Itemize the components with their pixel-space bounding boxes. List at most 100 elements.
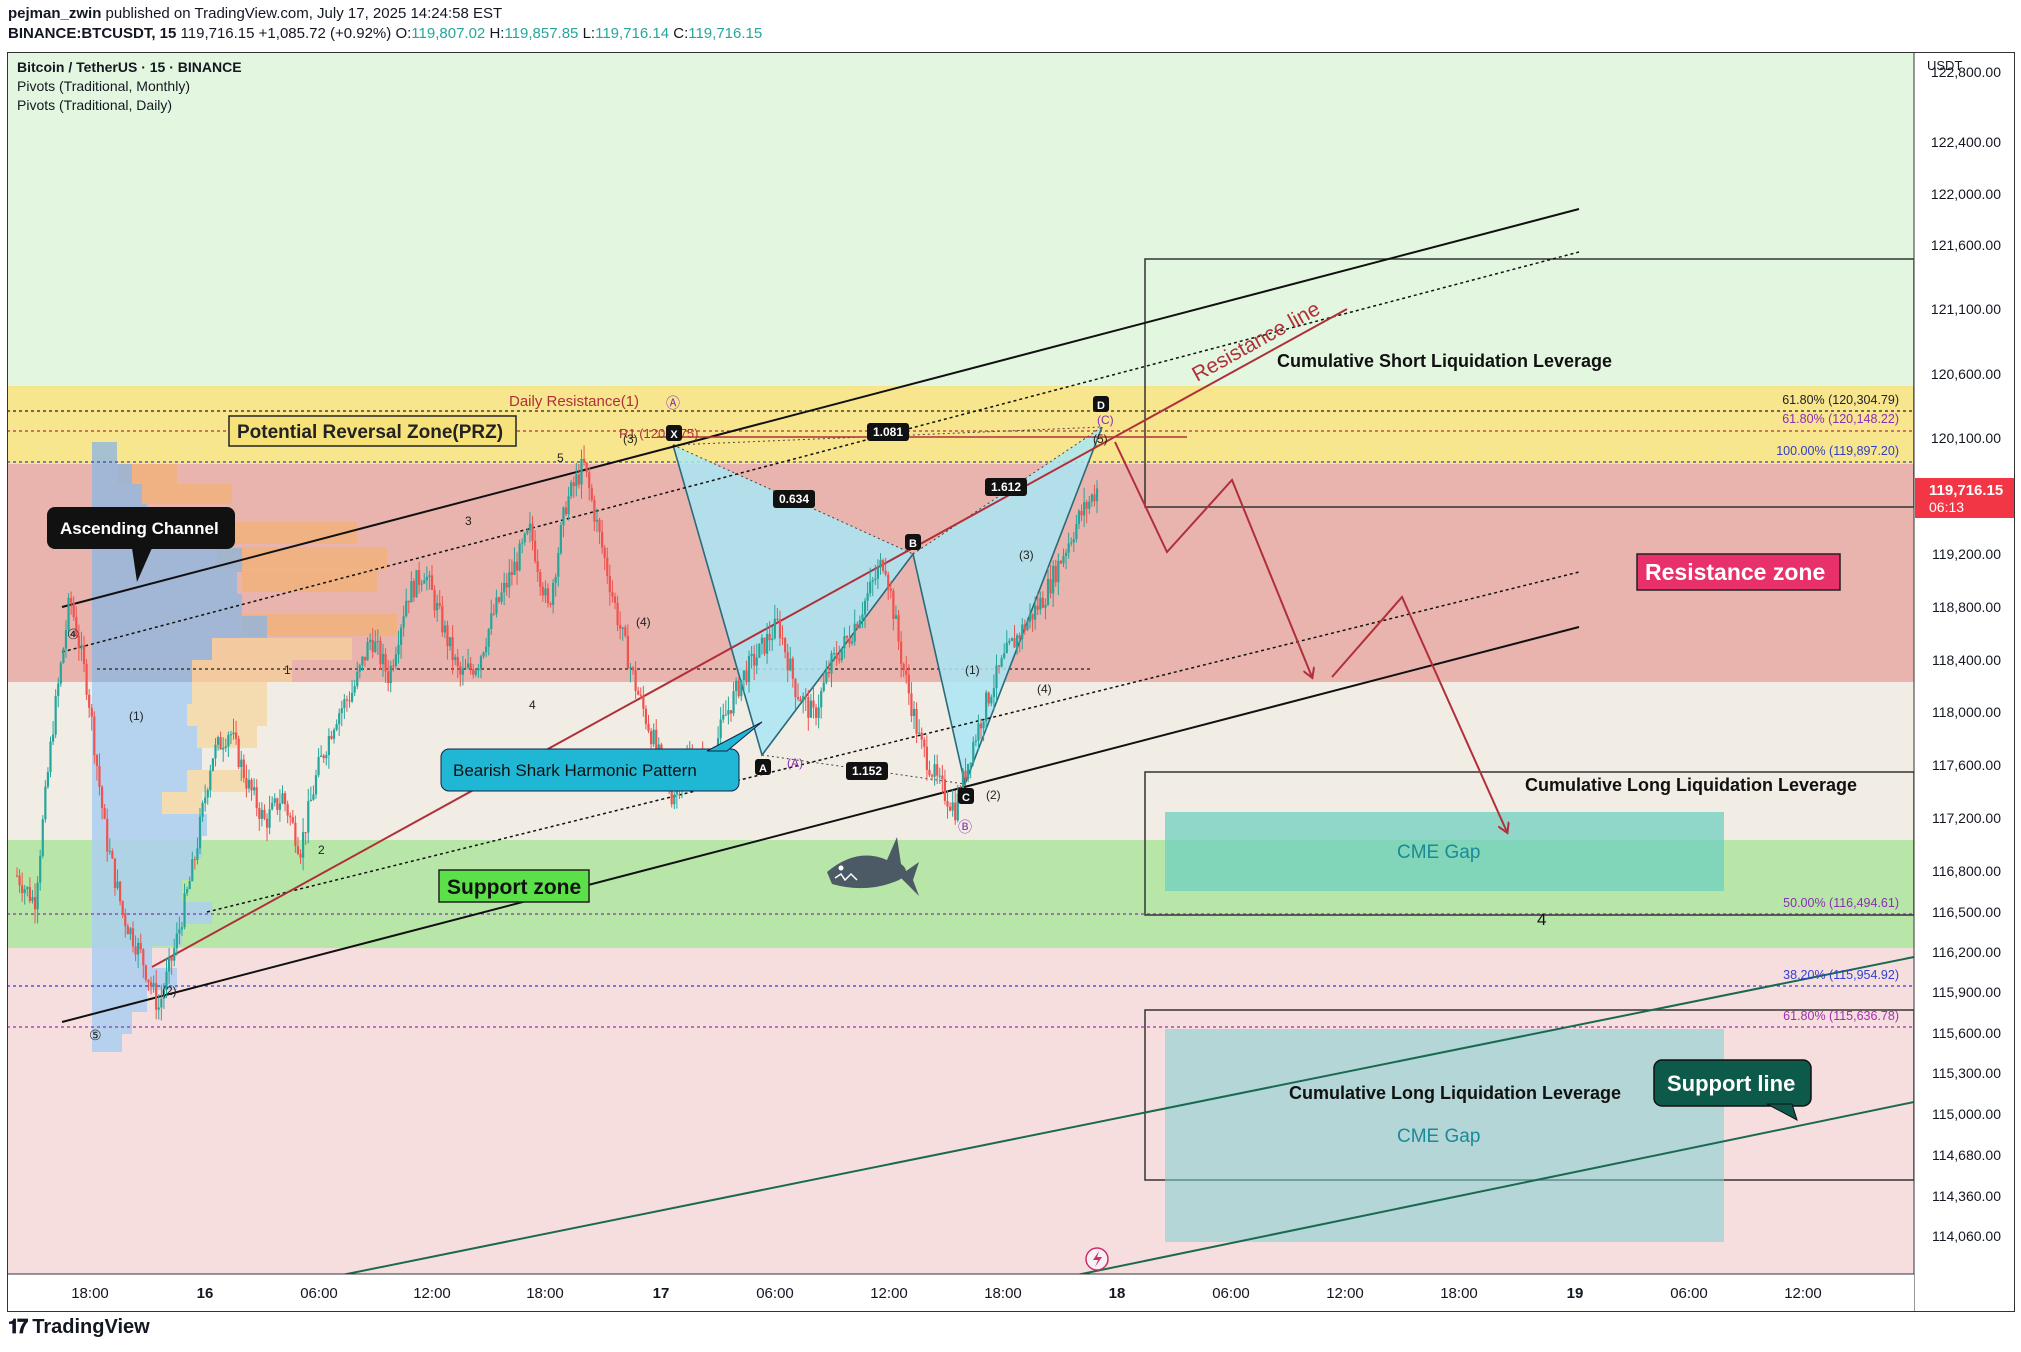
- shark-pattern-callout[interactable]: Bearish Shark Harmonic Pattern: [440, 721, 763, 792]
- candle[interactable]: [134, 935, 137, 962]
- candle[interactable]: [366, 637, 369, 661]
- candle[interactable]: [376, 629, 379, 655]
- candle[interactable]: [920, 727, 923, 749]
- candle[interactable]: [222, 737, 225, 762]
- candle[interactable]: [119, 880, 122, 906]
- candle[interactable]: [356, 661, 359, 690]
- candle[interactable]: [80, 631, 83, 661]
- candle[interactable]: [67, 593, 70, 637]
- candle[interactable]: [209, 764, 212, 798]
- candle[interactable]: [881, 558, 885, 574]
- candle[interactable]: [186, 886, 189, 897]
- candle[interactable]: [590, 483, 593, 503]
- candle[interactable]: [964, 758, 967, 786]
- candle[interactable]: [1021, 618, 1024, 650]
- candle[interactable]: [304, 832, 307, 845]
- candle[interactable]: [807, 689, 810, 731]
- candle[interactable]: [902, 662, 905, 677]
- candle[interactable]: [116, 869, 119, 891]
- candle[interactable]: [1093, 484, 1096, 507]
- candle[interactable]: [126, 923, 129, 935]
- candle[interactable]: [314, 769, 318, 799]
- candle[interactable]: [232, 718, 235, 740]
- candle[interactable]: [892, 588, 895, 631]
- candle[interactable]: [464, 659, 467, 669]
- candle[interactable]: [466, 648, 470, 670]
- candle[interactable]: [1000, 655, 1003, 668]
- candle[interactable]: [312, 785, 315, 801]
- candle[interactable]: [28, 877, 31, 904]
- candle[interactable]: [206, 787, 209, 805]
- candle[interactable]: [575, 462, 578, 497]
- candle[interactable]: [1005, 630, 1008, 654]
- candle[interactable]: [451, 625, 454, 675]
- candle[interactable]: [856, 621, 859, 630]
- candle[interactable]: [1044, 598, 1047, 620]
- candle[interactable]: [804, 688, 807, 712]
- candle[interactable]: [389, 660, 392, 693]
- candle[interactable]: [379, 636, 382, 670]
- candle[interactable]: [946, 790, 949, 819]
- candle[interactable]: [621, 626, 624, 641]
- candle[interactable]: [425, 566, 428, 591]
- candle[interactable]: [144, 964, 147, 983]
- candle[interactable]: [869, 567, 872, 597]
- candle[interactable]: [843, 627, 846, 659]
- candle[interactable]: [933, 754, 936, 786]
- candle[interactable]: [255, 779, 258, 817]
- candle[interactable]: [644, 705, 648, 730]
- candle[interactable]: [794, 677, 797, 709]
- candle[interactable]: [294, 815, 297, 853]
- candle[interactable]: [157, 994, 160, 1020]
- candle[interactable]: [183, 883, 186, 930]
- candle[interactable]: [791, 656, 794, 688]
- candle[interactable]: [281, 785, 284, 805]
- candle[interactable]: [129, 927, 132, 941]
- candle[interactable]: [673, 791, 676, 810]
- candle[interactable]: [1015, 633, 1019, 655]
- candle[interactable]: [392, 659, 395, 672]
- candle[interactable]: [812, 687, 815, 719]
- candle[interactable]: [557, 547, 560, 587]
- candle[interactable]: [570, 479, 573, 499]
- candle[interactable]: [564, 501, 568, 516]
- candle[interactable]: [1031, 613, 1034, 632]
- legend-indicator-2[interactable]: Pivots (Traditional, Daily): [17, 97, 172, 113]
- candle[interactable]: [399, 624, 403, 659]
- candle[interactable]: [265, 813, 269, 842]
- candle[interactable]: [430, 565, 434, 591]
- candle[interactable]: [655, 719, 658, 753]
- candle[interactable]: [369, 633, 372, 651]
- candle[interactable]: [353, 680, 356, 697]
- candle[interactable]: [956, 784, 959, 823]
- candle[interactable]: [188, 876, 191, 890]
- candle[interactable]: [817, 694, 820, 729]
- candle[interactable]: [1077, 509, 1081, 530]
- candle[interactable]: [732, 681, 735, 717]
- candle[interactable]: [974, 734, 977, 747]
- candle[interactable]: [325, 751, 328, 766]
- candle[interactable]: [345, 695, 349, 712]
- channel-lower-dotted[interactable]: [206, 571, 1580, 913]
- candle[interactable]: [21, 872, 24, 902]
- candle[interactable]: [77, 624, 80, 661]
- candle[interactable]: [508, 559, 511, 599]
- candle[interactable]: [36, 876, 39, 924]
- candle[interactable]: [167, 947, 171, 984]
- candle[interactable]: [441, 595, 444, 637]
- candle[interactable]: [513, 547, 516, 575]
- candle[interactable]: [549, 601, 552, 608]
- candle[interactable]: [652, 723, 655, 747]
- legend-indicator-1[interactable]: Pivots (Traditional, Monthly): [17, 78, 190, 94]
- candle[interactable]: [41, 815, 44, 859]
- candle[interactable]: [343, 694, 346, 719]
- candle[interactable]: [165, 958, 168, 999]
- candle[interactable]: [879, 553, 882, 575]
- candle[interactable]: [219, 731, 222, 750]
- candle[interactable]: [1046, 567, 1050, 607]
- candle[interactable]: [384, 648, 387, 683]
- candle[interactable]: [500, 582, 503, 605]
- candle[interactable]: [59, 661, 62, 687]
- candle[interactable]: [910, 682, 913, 723]
- candle[interactable]: [469, 656, 472, 675]
